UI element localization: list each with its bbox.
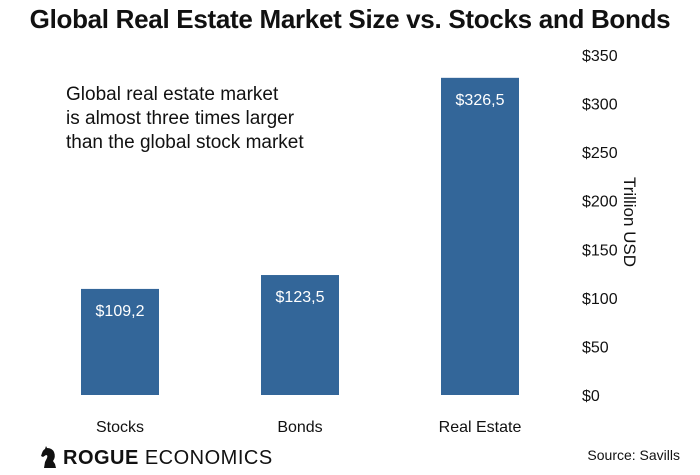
bar-value-label: $123,5 [276, 289, 325, 306]
y-tick-label: $150 [582, 242, 618, 259]
annotation-line-3: than the global stock market [66, 132, 304, 153]
y-axis-label: Trillion USD [620, 177, 639, 267]
annotation-line-2: is almost three times larger [66, 108, 295, 129]
chart-annotation: Global real estate market is almost thre… [66, 83, 304, 155]
x-tick-label: Stocks [96, 419, 144, 436]
bar [261, 275, 339, 395]
brand-name-rogue: ROGUE [63, 446, 139, 469]
y-tick-label: $100 [582, 291, 618, 308]
y-tick-label: $250 [582, 145, 618, 162]
chess-knight-icon [41, 446, 56, 468]
source-note: Source: Savills [587, 447, 680, 463]
y-tick-label: $50 [582, 339, 609, 356]
brand-logo: ROGUE ECONOMICS [40, 446, 273, 470]
y-tick-label: $0 [582, 388, 600, 405]
bar [441, 77, 519, 395]
x-tick-label: Bonds [277, 419, 322, 436]
bar-value-label: $326,5 [456, 92, 505, 109]
annotation-line-1: Global real estate market [66, 84, 279, 105]
bar-value-label: $109,2 [96, 303, 145, 320]
chart-title: Global Real Estate Market Size vs. Stock… [29, 4, 671, 34]
brand-name-economics: ECONOMICS [144, 446, 273, 469]
y-tick-label: $300 [582, 97, 618, 114]
bar [81, 288, 159, 395]
y-tick-label: $350 [582, 48, 618, 65]
y-tick-label: $200 [582, 194, 618, 211]
x-tick-label: Real Estate [439, 419, 522, 436]
